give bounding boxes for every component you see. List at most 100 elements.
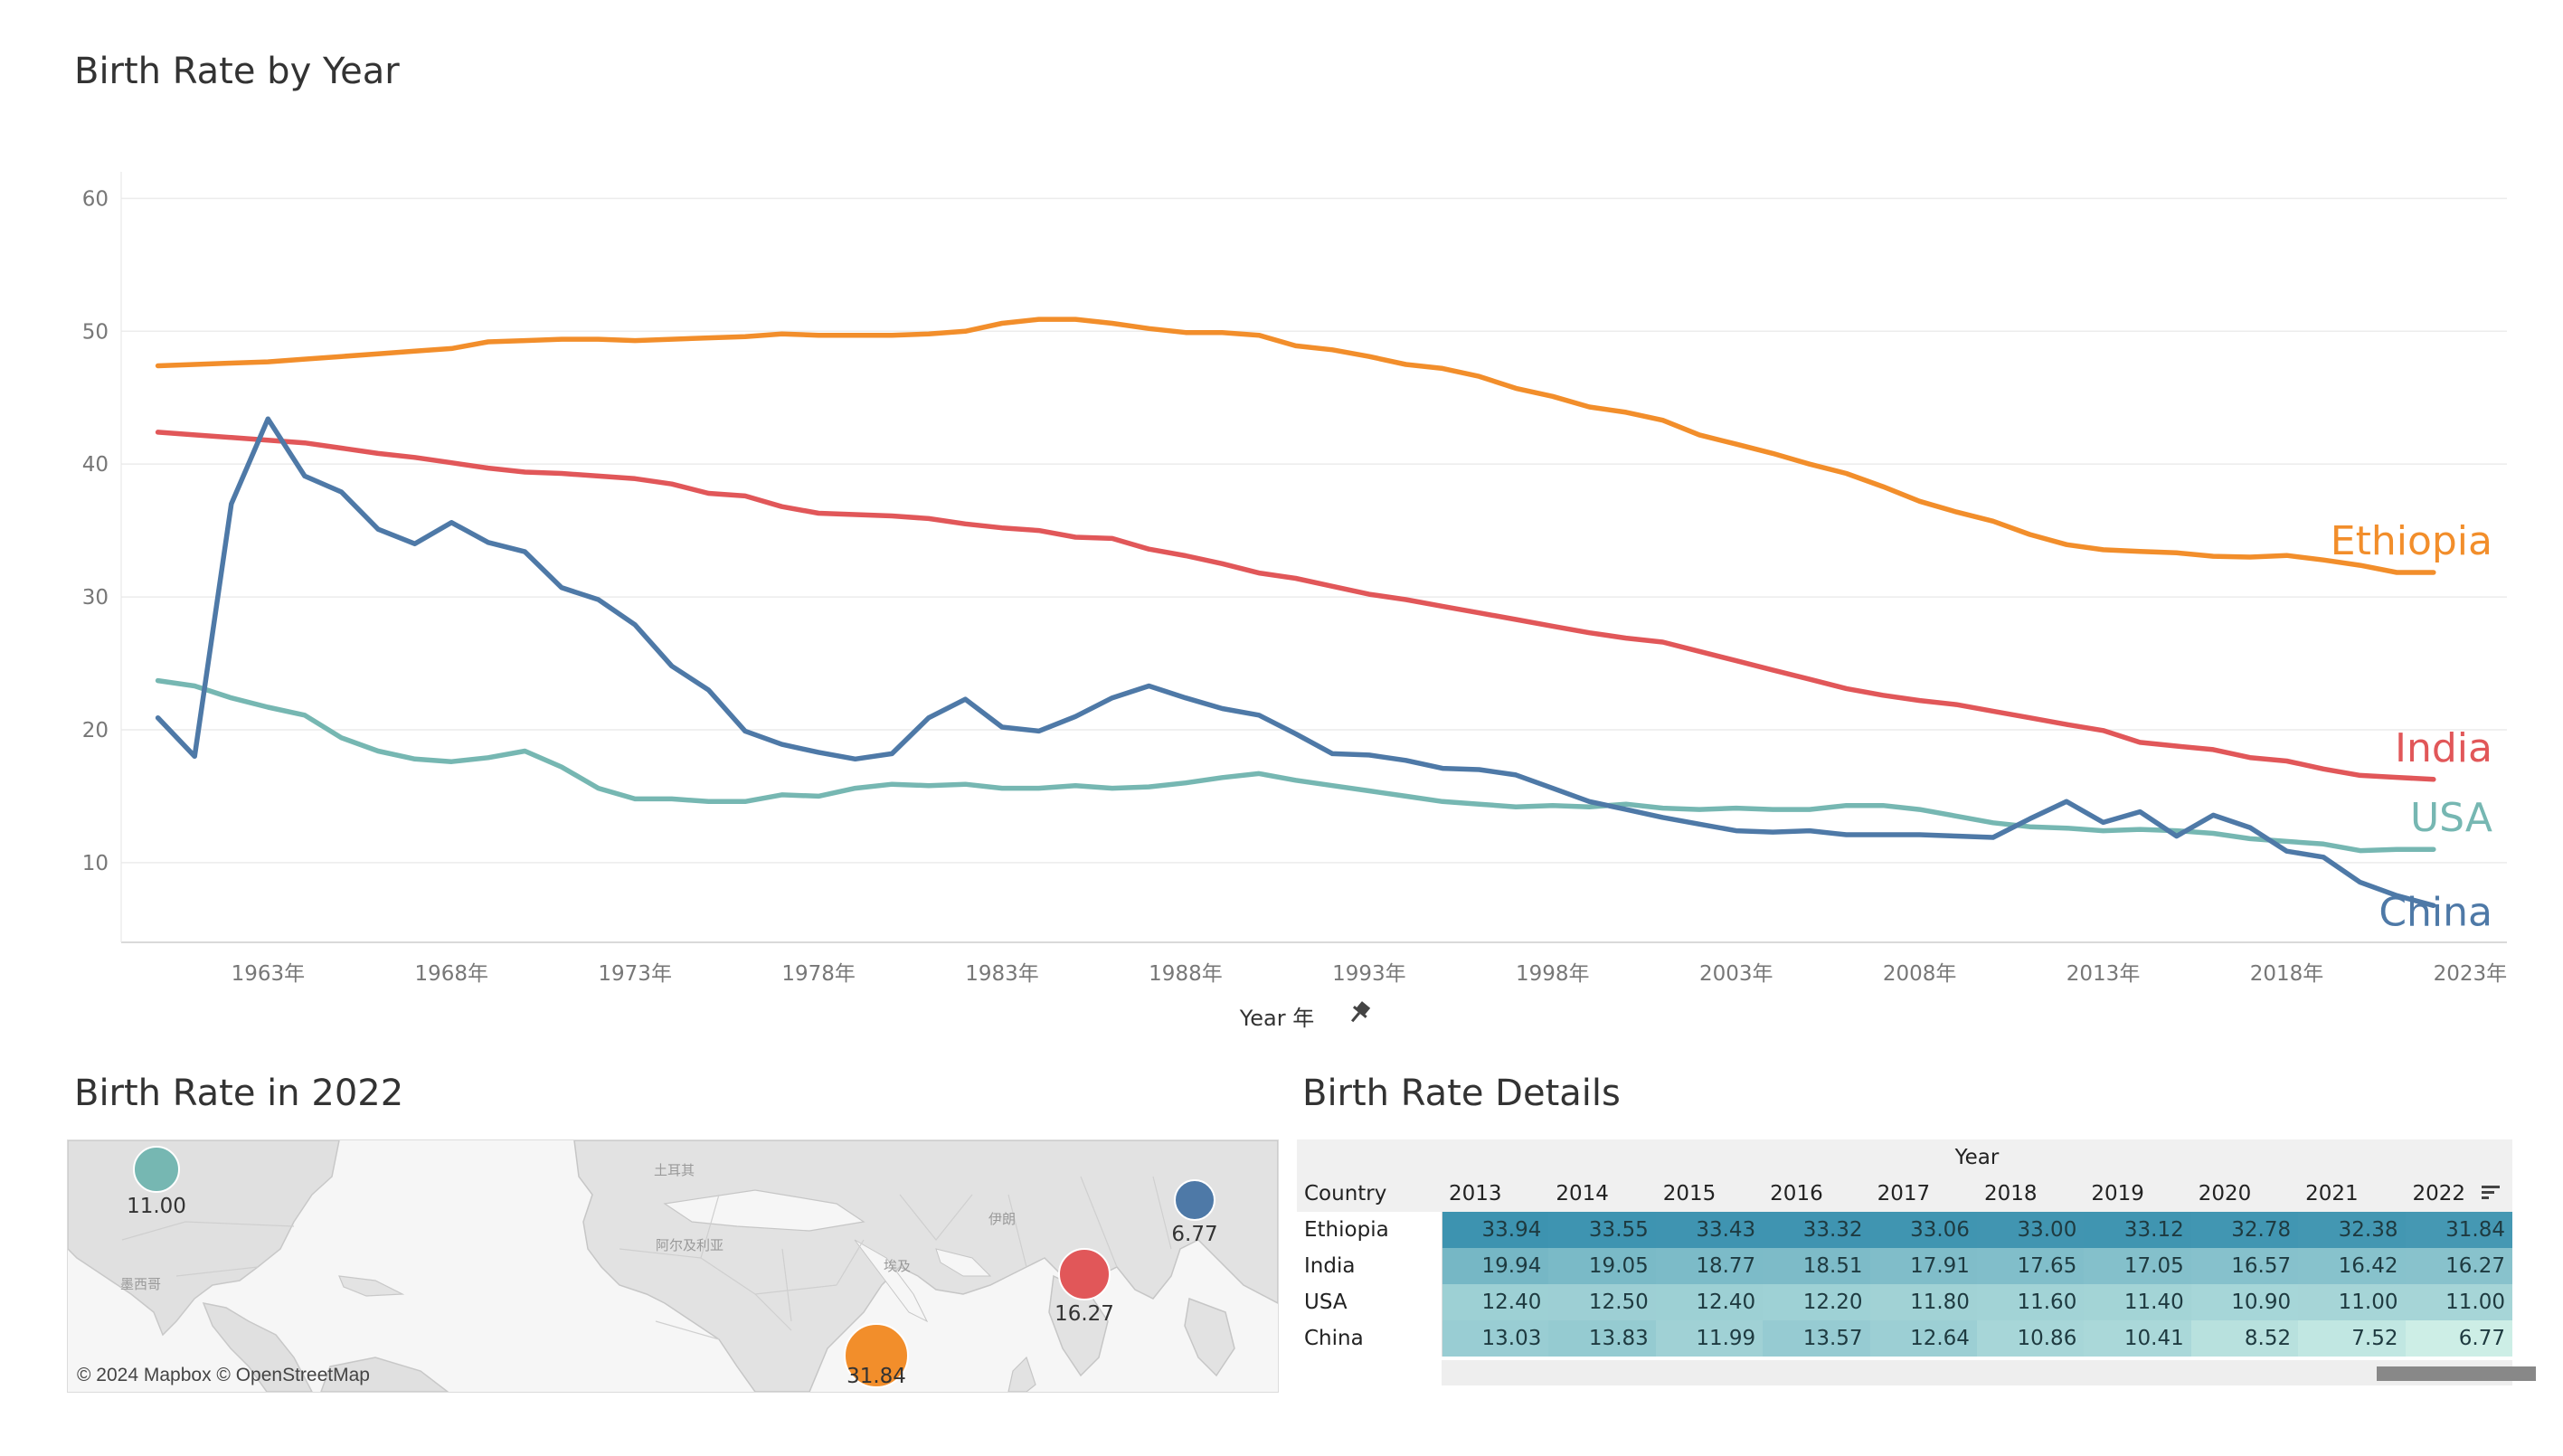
table-row[interactable]: China 13.03 13.83 11.99 13.57 12.64 10.86 10.41… — [1297, 1320, 2512, 1357]
value-cell[interactable]: 18.77 — [1655, 1248, 1764, 1284]
table-row[interactable]: USA 12.40 12.50 12.40 12.20 11.80 11.60 11.40 10… — [1297, 1284, 2512, 1320]
value-cell[interactable]: 17.91 — [1869, 1248, 1977, 1284]
country-cell: USA — [1297, 1284, 1442, 1320]
x-tick-label: 1968年 — [414, 962, 488, 986]
scrollbar-thumb[interactable] — [2377, 1366, 2536, 1381]
x-tick-label: 1983年 — [965, 962, 1039, 986]
value-cell[interactable]: 32.38 — [2298, 1212, 2406, 1248]
value-cell[interactable]: 16.27 — [2405, 1248, 2512, 1284]
series-label-china: China — [2379, 889, 2492, 935]
x-tick-label: 2013年 — [2066, 962, 2141, 986]
series-label-india: India — [2395, 725, 2492, 771]
country-column-header[interactable]: Country — [1297, 1176, 1442, 1212]
value-cell[interactable]: 33.00 — [1976, 1212, 2085, 1248]
value-cell[interactable]: 13.57 — [1763, 1320, 1870, 1357]
value-cell[interactable]: 16.57 — [2190, 1248, 2299, 1284]
year-column-header[interactable]: 2021 — [2298, 1176, 2406, 1212]
chart-series[interactable] — [155, 317, 2436, 909]
year-column-header[interactable]: 2017 — [1869, 1176, 1977, 1212]
year-column-header[interactable]: 2022 — [2405, 1176, 2512, 1212]
value-cell[interactable]: 12.40 — [1655, 1284, 1764, 1320]
map-region-label: 伊朗 — [988, 1211, 1017, 1227]
year-column-header[interactable]: 2018 — [1976, 1176, 2085, 1212]
value-cell[interactable]: 32.78 — [2190, 1212, 2299, 1248]
series-line-usa[interactable] — [155, 677, 2436, 854]
map-point-usa[interactable] — [132, 1145, 181, 1194]
value-cell[interactable]: 31.84 — [2405, 1212, 2512, 1248]
value-cell[interactable]: 6.77 — [2405, 1320, 2512, 1357]
value-cell[interactable]: 11.80 — [1869, 1284, 1977, 1320]
value-cell[interactable]: 33.55 — [1548, 1212, 1656, 1248]
table-row[interactable]: India 19.94 19.05 18.77 18.51 17.91 17.65 17.05… — [1297, 1248, 2512, 1284]
x-tick-label: 1973年 — [598, 962, 672, 986]
value-cell[interactable]: 16.42 — [2298, 1248, 2406, 1284]
value-cell[interactable]: 11.00 — [2298, 1284, 2406, 1320]
year-column-header[interactable]: 2013 — [1442, 1176, 1549, 1212]
value-cell[interactable]: 10.90 — [2190, 1284, 2299, 1320]
value-cell[interactable]: 12.50 — [1548, 1284, 1656, 1320]
birth-rate-details-table[interactable]: Year Country 2013 2014 2015 2016 2017 2018 201… — [1297, 1139, 2536, 1393]
series-line-china[interactable] — [155, 416, 2436, 909]
map-title: Birth Rate in 2022 — [74, 1073, 404, 1114]
value-cell[interactable]: 12.40 — [1442, 1284, 1549, 1320]
map-region-label: 阿尔及利亚 — [656, 1237, 724, 1253]
chart-gridlines — [121, 197, 2507, 864]
value-cell[interactable]: 33.32 — [1763, 1212, 1870, 1248]
y-tick-label: 40 — [82, 453, 109, 477]
map-point-india[interactable] — [1057, 1247, 1111, 1301]
value-cell[interactable]: 10.86 — [1976, 1320, 2085, 1357]
y-tick-label: 20 — [82, 719, 109, 742]
sort-icon[interactable] — [2482, 1185, 2500, 1199]
country-cell: Ethiopia — [1297, 1212, 1442, 1248]
value-cell[interactable]: 11.40 — [2084, 1284, 2191, 1320]
series-label-usa: USA — [2410, 795, 2492, 841]
value-cell[interactable]: 12.64 — [1869, 1320, 1977, 1357]
table-horizontal-scrollbar[interactable] — [1442, 1360, 2536, 1385]
country-cell: China — [1297, 1320, 1442, 1357]
value-cell[interactable]: 33.94 — [1442, 1212, 1549, 1248]
value-cell[interactable]: 33.43 — [1655, 1212, 1764, 1248]
value-cell[interactable]: 33.06 — [1869, 1212, 1977, 1248]
value-cell[interactable]: 17.65 — [1976, 1248, 2085, 1284]
year-group-header: Year — [1442, 1139, 2512, 1176]
value-cell[interactable]: 11.00 — [2405, 1284, 2512, 1320]
pin-icon[interactable] — [1346, 999, 1372, 1026]
series-labels: Ethiopia India USA China — [2331, 518, 2492, 935]
x-tick-label: 1988年 — [1149, 962, 1223, 986]
y-tick-label: 10 — [82, 852, 109, 875]
year-column-header[interactable]: 2019 — [2084, 1176, 2191, 1212]
value-cell[interactable]: 19.05 — [1548, 1248, 1656, 1284]
value-cell[interactable]: 11.60 — [1976, 1284, 2085, 1320]
year-column-header[interactable]: 2016 — [1763, 1176, 1870, 1212]
map-attribution[interactable]: © 2024 Mapbox © OpenStreetMap — [77, 1365, 370, 1385]
value-cell[interactable]: 13.83 — [1548, 1320, 1656, 1357]
value-cell[interactable]: 8.52 — [2190, 1320, 2299, 1357]
value-cell[interactable]: 13.03 — [1442, 1320, 1549, 1357]
year-column-header[interactable]: 2014 — [1548, 1176, 1656, 1212]
map-point-ethiopia[interactable] — [844, 1323, 909, 1388]
year-column-header[interactable]: 2020 — [2190, 1176, 2299, 1212]
x-tick-label: 2018年 — [2250, 962, 2324, 986]
value-cell[interactable]: 17.05 — [2084, 1248, 2191, 1284]
y-tick-label: 50 — [82, 320, 109, 344]
year-column-header[interactable]: 2015 — [1655, 1176, 1764, 1212]
value-cell[interactable]: 7.52 — [2298, 1320, 2406, 1357]
value-cell[interactable]: 18.51 — [1763, 1248, 1870, 1284]
value-cell[interactable]: 19.94 — [1442, 1248, 1549, 1284]
birth-rate-map[interactable]: 11.00 6.77 16.27 31.84 土耳其 阿尔及利亚 埃及 伊朗 墨西哥 © 202… — [67, 1139, 1279, 1393]
y-tick-label: 60 — [82, 187, 109, 211]
x-tick-label: 2023年 — [2434, 962, 2508, 986]
value-cell[interactable]: 33.12 — [2084, 1212, 2191, 1248]
series-line-ethiopia[interactable] — [155, 317, 2436, 575]
x-tick-label: 1998年 — [1516, 962, 1590, 986]
table-row[interactable]: Ethiopia 33.94 33.55 33.43 33.32 33.06 33.00 33… — [1297, 1212, 2512, 1248]
map-region-label: 墨西哥 — [120, 1276, 162, 1292]
table-corner — [1297, 1139, 1442, 1176]
value-cell[interactable]: 12.20 — [1763, 1284, 1870, 1320]
map-point-china[interactable] — [1173, 1178, 1216, 1222]
series-line-india[interactable] — [155, 430, 2436, 782]
value-cell[interactable]: 10.41 — [2084, 1320, 2191, 1357]
line-chart-title: Birth Rate by Year — [74, 51, 400, 92]
value-cell[interactable]: 11.99 — [1655, 1320, 1764, 1357]
